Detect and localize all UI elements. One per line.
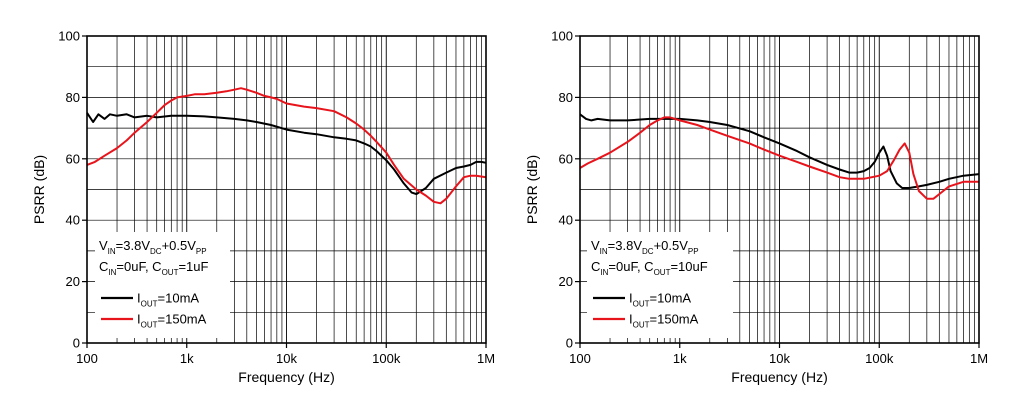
legend-condition-line: VIN=3.8VDC+0.5VPP (591, 238, 699, 256)
y-tick-label: 80 (559, 90, 573, 105)
x-axis-label: Frequency (Hz) (238, 369, 334, 385)
y-tick-label: 80 (66, 90, 80, 105)
legend-subscript: IN (600, 247, 608, 256)
x-tick-label: 1k (180, 351, 194, 366)
x-axis-label: Frequency (Hz) (731, 369, 827, 385)
legend-text-part: +0.5V (162, 238, 197, 253)
legend-text-part: +0.5V (654, 238, 689, 253)
legend-text-part: C (591, 259, 600, 274)
legend-text-part: =0uF, C (608, 259, 653, 274)
x-tick-label: 1M (477, 351, 495, 366)
y-axis-label: PSRR (dB) (524, 155, 540, 224)
legend-entry-iout-150ma: IOUT=150mA (137, 312, 207, 330)
legend-text-part: I (137, 312, 141, 327)
series-line-iout-150ma (579, 116, 979, 200)
legend-condition-line: CIN=0uF, COUT=1uF (99, 259, 209, 277)
legend-subscript: DC (150, 247, 162, 256)
legend-condition-line: CIN=0uF, COUT=10uF (591, 259, 708, 277)
legend-condition-line: VIN=3.8VDC+0.5VPP (99, 238, 207, 256)
x-tick-label: 100k (372, 351, 401, 366)
legend-text-part: =150mA (158, 312, 207, 327)
legend-text-part: I (629, 291, 633, 306)
x-tick-label: 100 (569, 351, 591, 366)
y-tick-label: 60 (559, 151, 573, 166)
series-line-iout-10ma (579, 113, 980, 189)
y-tick-label: 40 (66, 213, 80, 228)
legend-text-part: I (137, 291, 141, 306)
y-tick-label: 20 (66, 274, 80, 289)
legend-text-part: =10mA (158, 291, 200, 306)
series-line-iout-10ma (86, 112, 487, 196)
y-tick-label: 0 (73, 336, 80, 351)
legend-subscript: OUT (633, 321, 650, 330)
y-tick-label: 60 (66, 151, 80, 166)
series-line-iout-150ma (86, 87, 487, 205)
legend-text-part: =3.8V (608, 238, 643, 253)
x-tick-label: 100k (865, 351, 894, 366)
legend-subscript: PP (688, 247, 699, 256)
x-tick-label: 1k (673, 351, 687, 366)
legend-entry-iout-150ma: IOUT=150mA (629, 312, 699, 330)
x-tick-label: 1M (970, 351, 988, 366)
x-tick-label: 100 (76, 351, 98, 366)
legend-entry-iout-10ma: IOUT=10mA (629, 291, 691, 309)
legend-text-part: V (99, 238, 108, 253)
legend-subscript: DC (642, 247, 654, 256)
y-tick-label: 0 (566, 336, 573, 351)
legend-text-part: =1uF (178, 259, 208, 274)
legend-text-part: =150mA (650, 312, 699, 327)
legend-subscript: IN (108, 268, 116, 277)
legend-subscript: OUT (141, 300, 158, 309)
legend-subscript: IN (600, 268, 608, 277)
legend-text-part: =10mA (650, 291, 692, 306)
x-tick-label: 10k (769, 351, 790, 366)
y-tick-label: 100 (551, 29, 573, 44)
legend-subscript: OUT (141, 321, 158, 330)
y-tick-label: 20 (559, 274, 573, 289)
y-tick-label: 40 (559, 213, 573, 228)
legend-text-part: =0uF, C (116, 259, 161, 274)
legend-entry-iout-10ma: IOUT=10mA (137, 291, 199, 309)
y-tick-label: 100 (58, 29, 80, 44)
legend-background (95, 232, 230, 338)
legend-subscript: IN (108, 247, 116, 256)
legend-text-part: C (99, 259, 108, 274)
legend-subscript: PP (196, 247, 207, 256)
x-tick-label: 10k (276, 351, 297, 366)
legend-subscript: OUT (633, 300, 650, 309)
grid (87, 36, 486, 343)
legend-background (587, 232, 733, 338)
legend-text-part: =3.8V (116, 238, 151, 253)
y-axis-label: PSRR (dB) (31, 155, 47, 224)
legend-subscript: OUT (654, 268, 671, 277)
legend-text-part: V (591, 238, 600, 253)
legend-subscript: OUT (162, 268, 179, 277)
legend-text-part: I (629, 312, 633, 327)
legend-text-part: =10uF (670, 259, 707, 274)
